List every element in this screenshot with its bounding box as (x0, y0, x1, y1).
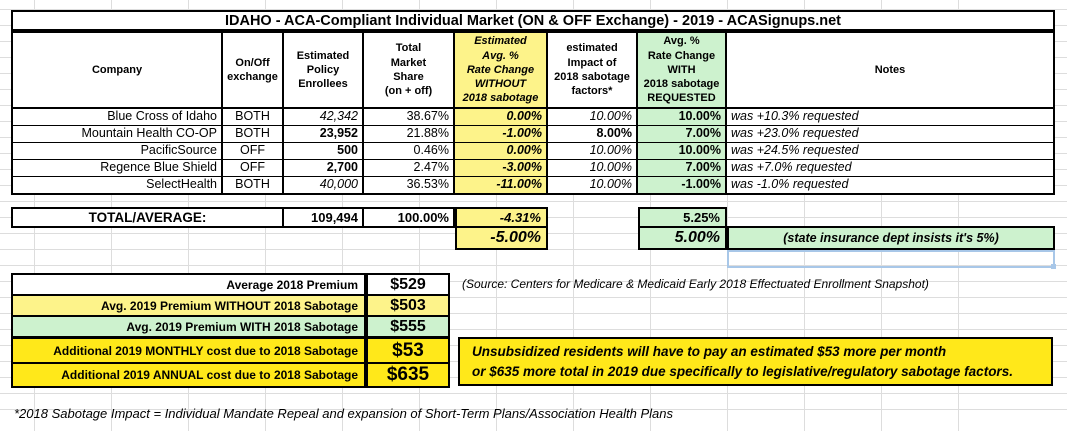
cell-without-sabotage[interactable]: 0.00% (455, 143, 548, 160)
cell-without-sabotage[interactable]: -11.00% (455, 177, 548, 193)
premium-value-2018[interactable]: $529 (366, 273, 450, 296)
sabotage-footnote: *2018 Sabotage Impact = Individual Manda… (14, 406, 673, 421)
header-notes[interactable]: Notes (727, 33, 1053, 109)
cell-company[interactable]: Blue Cross of Idaho (13, 109, 223, 126)
cell-enrollees[interactable]: 42,342 (284, 109, 364, 126)
total-without-sabotage-cell[interactable]: -4.31% (455, 207, 548, 228)
cell-enrollees[interactable]: 23,952 (284, 126, 364, 143)
cell-with-sabotage[interactable]: -1.00% (638, 177, 727, 193)
total-label-cell[interactable]: TOTAL/AVERAGE: (11, 207, 284, 228)
cell-exchange[interactable]: BOTH (223, 126, 284, 143)
insurance-dept-note-cell[interactable]: (state insurance dept insists it's 5%) (727, 226, 1055, 250)
cell-notes[interactable]: was +10.3% requested (727, 109, 1053, 126)
cell-exchange[interactable]: OFF (223, 143, 284, 160)
cell-market-share[interactable]: 21.88% (364, 126, 455, 143)
header-without-sabotage[interactable]: Estimated Avg. % Rate Change WITHOUT 201… (455, 33, 548, 109)
market-table: Company On/Off exchange Estimated Policy… (11, 31, 1055, 195)
cell-market-share[interactable]: 2.47% (364, 160, 455, 177)
header-sabotage-impact[interactable]: estimated Impact of 2018 sabotage factor… (548, 33, 638, 109)
table-row: Mountain Health CO-OP BOTH 23,952 21.88%… (13, 126, 1053, 143)
selected-cell[interactable] (727, 250, 1056, 269)
cell-without-sabotage[interactable]: -3.00% (455, 160, 548, 177)
cell-sabotage-impact[interactable]: 10.00% (548, 143, 638, 160)
header-market-share[interactable]: Total Market Share (on + off) (364, 33, 455, 109)
fill-handle[interactable] (1051, 264, 1056, 269)
annual-cost-value[interactable]: $635 (366, 362, 450, 388)
table-row: PacificSource OFF 500 0.46% 0.00% 10.00%… (13, 143, 1053, 160)
cell-exchange[interactable]: BOTH (223, 177, 284, 193)
total-enrollees-cell[interactable]: 109,494 (282, 207, 364, 228)
rounded-without-sabotage-cell[interactable]: -5.00% (455, 226, 548, 250)
premium-value-2019-with[interactable]: $555 (366, 315, 450, 338)
annual-cost-label[interactable]: Additional 2019 ANNUAL cost due to 2018 … (11, 362, 366, 388)
cell-company[interactable]: SelectHealth (13, 177, 223, 193)
cell-sabotage-impact[interactable]: 10.00% (548, 160, 638, 177)
monthly-cost-value[interactable]: $53 (366, 337, 450, 364)
cell-exchange[interactable]: OFF (223, 160, 284, 177)
table-row: Blue Cross of Idaho BOTH 42,342 38.67% 0… (13, 109, 1053, 126)
cell-sabotage-impact[interactable]: 10.00% (548, 109, 638, 126)
cell-exchange[interactable]: BOTH (223, 109, 284, 126)
premium-label-2019-without[interactable]: Avg. 2019 Premium WITHOUT 2018 Sabotage (11, 294, 366, 317)
cell-market-share[interactable]: 0.46% (364, 143, 455, 160)
cell-without-sabotage[interactable]: -1.00% (455, 126, 548, 143)
header-enrollees[interactable]: Estimated Policy Enrollees (284, 33, 364, 109)
cell-enrollees[interactable]: 500 (284, 143, 364, 160)
header-exchange[interactable]: On/Off exchange (223, 33, 284, 109)
cell-notes[interactable]: was +24.5% requested (727, 143, 1053, 160)
premium-label-2019-with[interactable]: Avg. 2019 Premium WITH 2018 Sabotage (11, 315, 366, 338)
total-with-sabotage-cell[interactable]: 5.25% (638, 207, 727, 228)
rounded-with-sabotage-cell[interactable]: 5.00% (638, 226, 727, 250)
callout-line-2: or $635 more total in 2019 due specifica… (472, 363, 1013, 379)
premium-label-2018[interactable]: Average 2018 Premium (11, 273, 366, 296)
cell-notes[interactable]: was -1.0% requested (731, 177, 849, 191)
cell-enrollees[interactable]: 2,700 (284, 160, 364, 177)
table-row: Regence Blue Shield OFF 2,700 2.47% -3.0… (13, 160, 1053, 177)
monthly-cost-label[interactable]: Additional 2019 MONTHLY cost due to 2018… (11, 337, 366, 364)
cell-company[interactable]: Mountain Health CO-OP (13, 126, 223, 143)
premium-value-2019-without[interactable]: $503 (366, 294, 450, 317)
cell-company[interactable]: Regence Blue Shield (13, 160, 223, 177)
cell-market-share[interactable]: 36.53% (364, 177, 455, 193)
table-header-row: Company On/Off exchange Estimated Policy… (13, 33, 1053, 109)
cell-company[interactable]: PacificSource (13, 143, 223, 160)
sabotage-callout: Unsubsidized residents will have to pay … (458, 337, 1053, 386)
cell-sabotage-impact[interactable]: 10.00% (548, 177, 638, 193)
cell-without-sabotage[interactable]: 0.00% (455, 109, 548, 126)
cell-enrollees[interactable]: 40,000 (284, 177, 364, 193)
cell-with-sabotage[interactable]: 10.00% (638, 109, 727, 126)
header-with-sabotage[interactable]: Avg. % Rate Change WITH 2018 sabotage RE… (638, 33, 727, 109)
cell-notes[interactable]: was +7.0% requested (727, 160, 1053, 177)
cell-with-sabotage[interactable]: 7.00% (638, 160, 727, 177)
cell-sabotage-impact[interactable]: 8.00% (548, 126, 638, 143)
source-note: (Source: Centers for Medicare & Medicaid… (462, 277, 929, 291)
callout-line-1: Unsubsidized residents will have to pay … (472, 343, 947, 359)
cell-notes[interactable]: was +23.0% requested (727, 126, 1053, 143)
total-market-share-cell[interactable]: 100.00% (362, 207, 455, 228)
sheet-title: IDAHO - ACA-Compliant Individual Market … (11, 10, 1055, 31)
cell-with-sabotage[interactable]: 7.00% (638, 126, 727, 143)
header-company[interactable]: Company (13, 33, 223, 109)
cell-with-sabotage[interactable]: 10.00% (638, 143, 727, 160)
table-row: SelectHealth BOTH 40,000 36.53% -11.00% … (13, 177, 1053, 193)
cell-market-share[interactable]: 38.67% (364, 109, 455, 126)
